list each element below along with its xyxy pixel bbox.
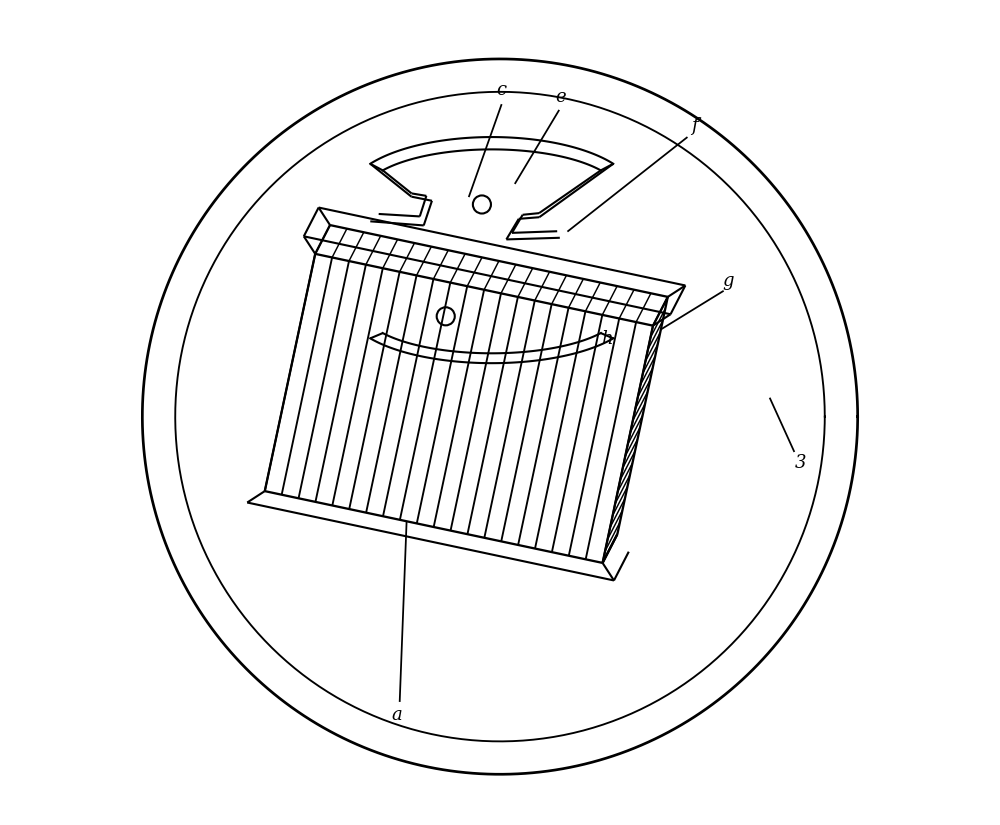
Polygon shape — [315, 225, 668, 326]
Text: h: h — [601, 329, 613, 347]
Text: e: e — [556, 87, 566, 106]
Polygon shape — [142, 59, 858, 775]
Polygon shape — [603, 297, 668, 563]
Text: g: g — [723, 272, 734, 290]
Text: c: c — [497, 81, 507, 99]
Polygon shape — [265, 254, 653, 563]
Text: a: a — [391, 706, 402, 724]
Text: f: f — [691, 116, 697, 134]
Text: 3: 3 — [795, 455, 807, 473]
